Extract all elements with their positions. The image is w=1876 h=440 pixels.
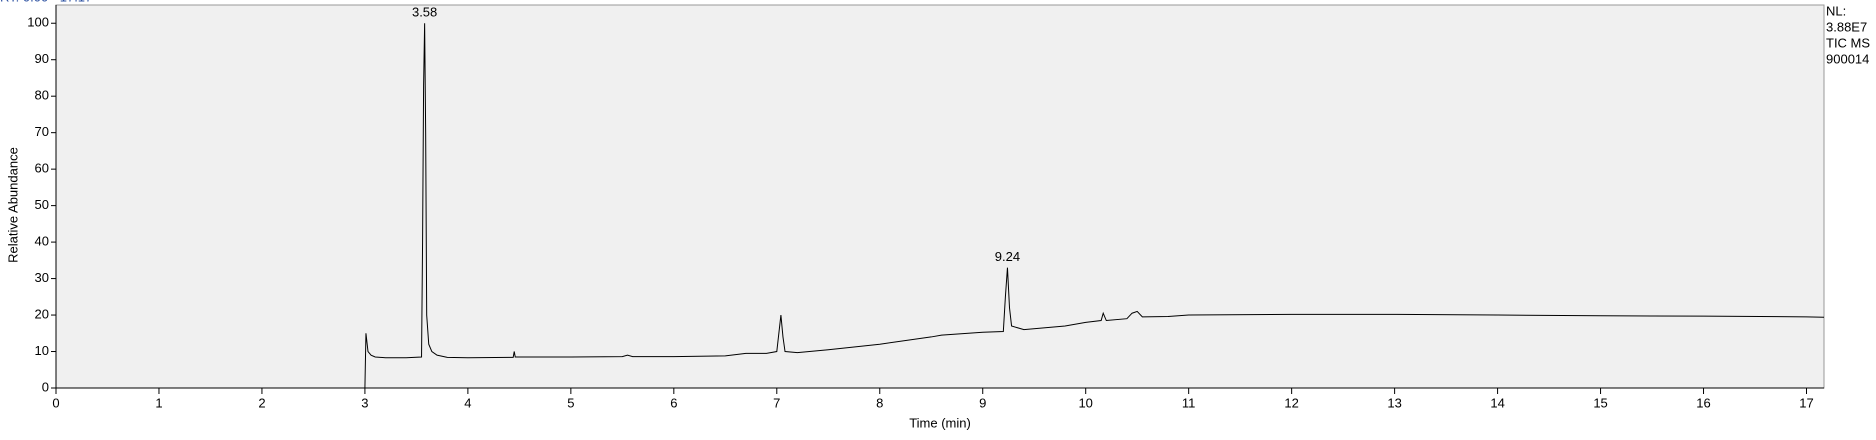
x-tick-label: 9 — [979, 395, 986, 410]
y-tick-label: 40 — [35, 234, 49, 249]
side-note: NL: — [1826, 3, 1846, 18]
x-tick-label: 10 — [1078, 395, 1092, 410]
x-tick-label: 5 — [567, 395, 574, 410]
x-tick-label: 11 — [1182, 395, 1196, 410]
x-tick-label: 12 — [1284, 395, 1298, 410]
plot-area — [55, 4, 1825, 389]
y-tick-label: 70 — [35, 124, 49, 139]
side-note: TIC MS — [1826, 35, 1870, 50]
x-tick-label: 0 — [52, 395, 59, 410]
x-tick-label: 4 — [464, 395, 471, 410]
peak-label: 9.24 — [995, 249, 1020, 264]
x-tick-label: 3 — [361, 395, 368, 410]
side-note: 3.88E7 — [1826, 19, 1867, 34]
x-tick-label: 2 — [258, 395, 265, 410]
y-tick-label: 100 — [27, 15, 49, 30]
side-note: 900014 — [1826, 51, 1869, 66]
y-tick-label: 60 — [35, 161, 49, 176]
y-axis-title: Relative Abundance — [5, 147, 20, 263]
x-tick-label: 8 — [876, 395, 883, 410]
x-tick-label: 6 — [670, 395, 677, 410]
x-tick-label: 14 — [1490, 395, 1504, 410]
x-tick-label: 13 — [1387, 395, 1401, 410]
y-tick-label: 30 — [35, 270, 49, 285]
x-axis-title: Time (min) — [909, 415, 971, 430]
trace — [56, 23, 1825, 389]
y-tick-label: 20 — [35, 306, 49, 321]
x-tick-label: 15 — [1593, 395, 1607, 410]
x-tick-label: 16 — [1696, 395, 1710, 410]
y-tick-label: 50 — [35, 197, 49, 212]
peak-label: 3.58 — [412, 5, 437, 20]
y-tick-label: 0 — [42, 379, 49, 394]
header: RT: 0.00 - 17.17 — [0, 0, 92, 4]
x-tick-label: 1 — [155, 395, 162, 410]
y-tick-label: 80 — [35, 88, 49, 103]
x-tick-label: 17 — [1799, 395, 1813, 410]
y-tick-label: 10 — [35, 343, 49, 358]
x-tick-label: 7 — [773, 395, 780, 410]
y-tick-label: 90 — [35, 51, 49, 66]
